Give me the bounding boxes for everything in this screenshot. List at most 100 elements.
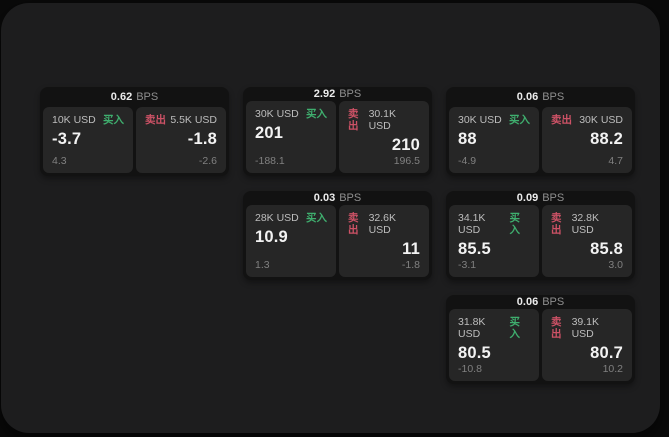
buy-tile[interactable]: 34.1K USD 买入 85.5 -3.1: [449, 205, 539, 277]
sell-delta: -1.8: [401, 259, 420, 271]
buy-tile-top: 30K USD 买入: [458, 114, 530, 126]
buy-tile[interactable]: 30K USD 买入 201 -188.1: [246, 101, 336, 173]
sell-price: 11: [402, 240, 420, 258]
spread-value: 0.06: [516, 91, 539, 103]
quote-tiles: 34.1K USD 买入 85.5 -3.1 卖出 32.8K USD 85.8…: [449, 205, 632, 277]
buy-size: 34.1K USD: [458, 212, 486, 236]
sell-side-label: 卖出: [348, 212, 359, 236]
sell-side-label: 卖出: [551, 212, 562, 236]
sell-price: 210: [391, 136, 420, 154]
sell-tile-top: 卖出 32.8K USD: [551, 212, 623, 236]
buy-tile-top: 10K USD 买入: [52, 114, 124, 126]
sell-delta: 3.0: [608, 259, 623, 271]
buy-side-label: 买入: [103, 114, 124, 126]
spread-value: 0.03: [313, 192, 336, 204]
quote-card-2: 0.06 BPS 30K USD 买入 88 -4.9 卖出 30K USD: [446, 87, 635, 176]
buy-tile-top: 31.8K USD 买入: [458, 316, 530, 340]
sell-tile[interactable]: 卖出 32.6K USD 11 -1.8: [339, 205, 429, 277]
sell-tile-top: 卖出 39.1K USD: [551, 316, 623, 340]
buy-side-label: 买入: [509, 212, 520, 236]
buy-side-label: 买入: [509, 316, 520, 340]
quote-card-4: 0.09 BPS 34.1K USD 买入 85.5 -3.1 卖出 32.8K…: [446, 191, 635, 280]
buy-tile-top: 28K USD 买入: [255, 212, 327, 224]
buy-side-label: 买入: [306, 108, 327, 120]
buy-price: 10.9: [255, 228, 288, 246]
quote-tiles: 31.8K USD 买入 80.5 -10.8 卖出 39.1K USD 80.…: [449, 309, 632, 381]
buy-size: 10K USD: [52, 114, 96, 126]
spread-header: 0.62 BPS: [43, 87, 226, 107]
sell-delta: 196.5: [393, 155, 420, 167]
app-window: 0.62 BPS 10K USD 买入 -3.7 4.3 卖出 5.5K USD: [1, 3, 660, 433]
buy-price: 88: [458, 130, 477, 148]
sell-delta: 10.2: [602, 363, 623, 375]
sell-size: 30.1K USD: [368, 108, 397, 132]
sell-size: 32.8K USD: [571, 212, 600, 236]
buy-delta: 4.3: [52, 155, 67, 167]
spread-header: 0.06 BPS: [449, 295, 632, 309]
spread-unit: BPS: [542, 296, 565, 308]
quote-board: 0.62 BPS 10K USD 买入 -3.7 4.3 卖出 5.5K USD: [40, 87, 635, 384]
buy-side-label: 买入: [509, 114, 530, 126]
quote-tiles: 10K USD 买入 -3.7 4.3 卖出 5.5K USD -1.8 -2.…: [43, 107, 226, 173]
quote-card-1: 2.92 BPS 30K USD 买入 201 -188.1 卖出 30.1K …: [243, 87, 432, 176]
buy-price: 201: [255, 124, 284, 142]
spread-value: 0.09: [516, 192, 539, 204]
sell-delta: 4.7: [608, 155, 623, 167]
spread-unit: BPS: [136, 91, 159, 103]
sell-side-label: 卖出: [348, 108, 359, 132]
buy-size: 28K USD: [255, 212, 299, 224]
buy-delta: 1.3: [255, 259, 270, 271]
sell-tile-top: 卖出 5.5K USD: [145, 114, 217, 126]
buy-delta: -10.8: [458, 363, 482, 375]
sell-side-label: 卖出: [551, 114, 572, 126]
sell-tile[interactable]: 卖出 39.1K USD 80.7 10.2: [542, 309, 632, 381]
sell-size: 39.1K USD: [571, 316, 600, 340]
buy-side-label: 买入: [306, 212, 327, 224]
spread-unit: BPS: [339, 88, 362, 100]
quote-card-3: 0.03 BPS 28K USD 买入 10.9 1.3 卖出 32.6K US…: [243, 191, 432, 280]
sell-tile[interactable]: 卖出 30.1K USD 210 196.5: [339, 101, 429, 173]
quote-tiles: 28K USD 买入 10.9 1.3 卖出 32.6K USD 11 -1.8: [246, 205, 429, 277]
sell-price: 85.8: [590, 240, 623, 258]
spread-header: 0.09 BPS: [449, 191, 632, 205]
sell-tile[interactable]: 卖出 30K USD 88.2 4.7: [542, 107, 632, 173]
buy-price: 85.5: [458, 240, 491, 258]
sell-tile[interactable]: 卖出 5.5K USD -1.8 -2.6: [136, 107, 226, 173]
buy-price: 80.5: [458, 344, 491, 362]
buy-tile[interactable]: 10K USD 买入 -3.7 4.3: [43, 107, 133, 173]
spread-value: 0.62: [110, 91, 133, 103]
sell-size: 30K USD: [579, 114, 623, 126]
sell-tile[interactable]: 卖出 32.8K USD 85.8 3.0: [542, 205, 632, 277]
sell-price: -1.8: [187, 130, 217, 148]
sell-size: 5.5K USD: [170, 114, 217, 126]
buy-size: 31.8K USD: [458, 316, 486, 340]
buy-tile[interactable]: 31.8K USD 买入 80.5 -10.8: [449, 309, 539, 381]
sell-size: 32.6K USD: [368, 212, 397, 236]
spread-header: 0.03 BPS: [246, 191, 429, 205]
spread-unit: BPS: [542, 192, 565, 204]
spread-unit: BPS: [339, 192, 362, 204]
quote-tiles: 30K USD 买入 88 -4.9 卖出 30K USD 88.2 4.7: [449, 107, 632, 173]
quote-tiles: 30K USD 买入 201 -188.1 卖出 30.1K USD 210 1…: [246, 101, 429, 173]
quote-card-0: 0.62 BPS 10K USD 买入 -3.7 4.3 卖出 5.5K USD: [40, 87, 229, 176]
spread-header: 2.92 BPS: [246, 87, 429, 101]
sell-delta: -2.6: [198, 155, 217, 167]
buy-tile[interactable]: 30K USD 买入 88 -4.9: [449, 107, 539, 173]
quote-card-5: 0.06 BPS 31.8K USD 买入 80.5 -10.8 卖出 39.1…: [446, 295, 635, 384]
sell-tile-top: 卖出 30K USD: [551, 114, 623, 126]
buy-tile-top: 30K USD 买入: [255, 108, 327, 120]
sell-price: 80.7: [590, 344, 623, 362]
sell-tile-top: 卖出 32.6K USD: [348, 212, 420, 236]
spread-value: 0.06: [516, 296, 539, 308]
buy-tile[interactable]: 28K USD 买入 10.9 1.3: [246, 205, 336, 277]
buy-tile-top: 34.1K USD 买入: [458, 212, 530, 236]
buy-delta: -3.1: [458, 259, 477, 271]
sell-side-label: 卖出: [145, 114, 166, 126]
sell-tile-top: 卖出 30.1K USD: [348, 108, 420, 132]
buy-price: -3.7: [52, 130, 82, 148]
spread-value: 2.92: [313, 88, 336, 100]
buy-delta: -188.1: [255, 155, 285, 167]
sell-price: 88.2: [590, 130, 623, 148]
buy-size: 30K USD: [255, 108, 299, 120]
